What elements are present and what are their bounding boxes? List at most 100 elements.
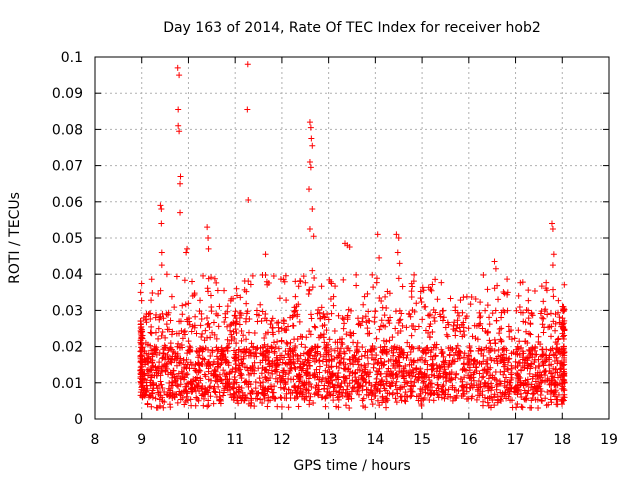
data-point bbox=[192, 367, 199, 374]
data-point bbox=[340, 325, 347, 332]
data-point bbox=[213, 279, 220, 286]
data-point bbox=[503, 354, 510, 361]
data-point bbox=[554, 336, 561, 343]
data-point bbox=[550, 251, 557, 258]
data-point bbox=[196, 388, 203, 395]
data-point bbox=[331, 328, 338, 335]
data-point bbox=[410, 322, 417, 329]
data-point bbox=[174, 64, 181, 71]
data-point bbox=[215, 383, 222, 390]
data-point bbox=[446, 370, 453, 377]
data-point bbox=[235, 400, 242, 407]
data-point bbox=[542, 285, 549, 292]
data-point bbox=[228, 321, 235, 328]
data-point bbox=[466, 342, 473, 349]
data-point bbox=[381, 343, 388, 350]
data-point bbox=[294, 311, 301, 318]
data-point bbox=[535, 333, 542, 340]
data-point bbox=[292, 293, 299, 300]
data-point bbox=[321, 385, 328, 392]
data-point bbox=[468, 356, 475, 363]
data-point bbox=[379, 377, 386, 384]
y-tick-label: 0.05 bbox=[52, 231, 83, 247]
data-point bbox=[515, 292, 522, 299]
data-point bbox=[343, 331, 350, 338]
data-point bbox=[434, 391, 441, 398]
data-point bbox=[426, 396, 433, 403]
data-point bbox=[250, 364, 257, 371]
data-point bbox=[269, 315, 276, 322]
data-point bbox=[177, 318, 184, 325]
data-point bbox=[538, 308, 545, 315]
data-point bbox=[457, 375, 464, 382]
data-point bbox=[407, 378, 414, 385]
data-point bbox=[457, 328, 464, 335]
data-point bbox=[361, 362, 368, 369]
data-point bbox=[469, 333, 476, 340]
data-point bbox=[283, 297, 290, 304]
data-point bbox=[497, 380, 504, 387]
data-point bbox=[407, 393, 414, 400]
data-point bbox=[197, 375, 204, 382]
data-point bbox=[535, 338, 542, 345]
data-point bbox=[485, 375, 492, 382]
data-point bbox=[181, 277, 188, 284]
data-point bbox=[394, 361, 401, 368]
data-point bbox=[205, 245, 212, 252]
data-point bbox=[538, 397, 545, 404]
data-point bbox=[377, 370, 384, 377]
data-point bbox=[158, 262, 165, 269]
data-point bbox=[388, 379, 395, 386]
data-point bbox=[218, 344, 225, 351]
data-point bbox=[342, 361, 349, 368]
data-point bbox=[303, 372, 310, 379]
data-point bbox=[264, 343, 271, 350]
data-point bbox=[394, 249, 401, 256]
data-point bbox=[456, 312, 463, 319]
data-point bbox=[269, 325, 276, 332]
data-point bbox=[207, 292, 214, 299]
data-point bbox=[294, 393, 301, 400]
data-point bbox=[137, 318, 144, 325]
data-point bbox=[371, 392, 378, 399]
data-point bbox=[508, 369, 515, 376]
data-point bbox=[500, 345, 507, 352]
data-point bbox=[211, 275, 218, 282]
data-point bbox=[214, 312, 221, 319]
data-point bbox=[148, 323, 155, 330]
data-point bbox=[386, 320, 393, 327]
data-point bbox=[361, 293, 368, 300]
data-point bbox=[150, 362, 157, 369]
data-point bbox=[161, 345, 168, 352]
data-point bbox=[364, 354, 371, 361]
data-point bbox=[321, 314, 328, 321]
data-point bbox=[200, 272, 207, 279]
data-point bbox=[228, 337, 235, 344]
data-point bbox=[312, 384, 319, 391]
data-point bbox=[292, 366, 299, 373]
data-point bbox=[486, 337, 493, 344]
data-point bbox=[376, 365, 383, 372]
data-point bbox=[316, 363, 323, 370]
data-point bbox=[417, 288, 424, 295]
data-point bbox=[392, 325, 399, 332]
data-point bbox=[169, 353, 176, 360]
data-point bbox=[371, 314, 378, 321]
data-point bbox=[235, 383, 242, 390]
data-point bbox=[221, 319, 228, 326]
data-point bbox=[215, 346, 222, 353]
data-point bbox=[441, 395, 448, 402]
x-tick-label: 18 bbox=[553, 432, 571, 448]
data-point bbox=[301, 396, 308, 403]
data-point bbox=[177, 396, 184, 403]
data-point bbox=[376, 326, 383, 333]
data-point bbox=[292, 278, 299, 285]
data-point bbox=[486, 321, 493, 328]
data-point bbox=[251, 367, 258, 374]
data-point bbox=[231, 391, 238, 398]
data-point bbox=[509, 404, 516, 411]
data-point bbox=[309, 267, 316, 274]
data-point bbox=[468, 380, 475, 387]
data-point bbox=[272, 344, 279, 351]
data-point bbox=[162, 354, 169, 361]
